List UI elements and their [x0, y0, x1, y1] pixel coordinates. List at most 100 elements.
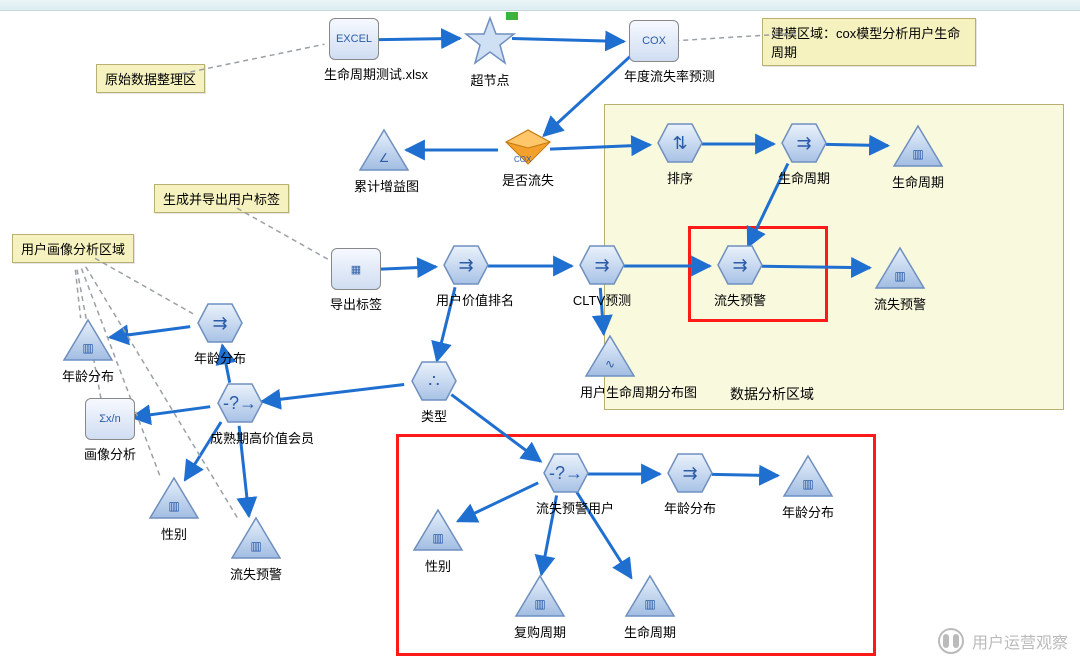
hex-icon: ∴ — [410, 360, 458, 402]
node-life2[interactable]: ▥ 生命周期 — [888, 124, 948, 191]
node-label: 导出标签 — [326, 294, 386, 313]
box-icon: ▦ — [331, 248, 381, 290]
node-lifedist[interactable]: ∿ 用户生命周期分布图 — [580, 334, 640, 401]
note-analysis-area: 数据分析区域 — [730, 384, 814, 404]
node-warn2[interactable]: ▥ 流失预警 — [870, 246, 930, 313]
svg-text:▥: ▥ — [168, 499, 179, 513]
node-label: 成熟期高价值会员 — [210, 428, 270, 447]
node-label: 类型 — [404, 406, 464, 425]
node-label: 流失预警 — [226, 564, 286, 583]
svg-text:∠: ∠ — [379, 151, 390, 165]
box-icon: Σx/n — [85, 398, 135, 440]
note-label: 用户画像分析区域 — [21, 242, 125, 257]
node-label: 流失预警 — [710, 290, 770, 309]
node-sex2[interactable]: ▥ 性别 — [408, 508, 468, 575]
hex-icon: ⇉ — [442, 244, 490, 286]
note-label: 生成并导出用户标签 — [163, 192, 280, 207]
node-age4[interactable]: ▥年龄分布 — [778, 454, 838, 521]
node-label: 流失预警 — [870, 294, 930, 313]
node-rank[interactable]: ⇉ 用户价值排名 — [436, 244, 496, 309]
node-label: 年龄分布 — [58, 366, 118, 385]
node-churn[interactable]: COX 是否流失 — [498, 128, 558, 189]
node-label: 年龄分布 — [660, 498, 720, 517]
svg-text:▥: ▥ — [250, 539, 261, 553]
node-sort[interactable]: ⇅ 排序 — [650, 122, 710, 187]
node-label: 排序 — [650, 168, 710, 187]
svg-text:COX: COX — [514, 155, 532, 164]
hex-icon: ⇉ — [716, 244, 764, 286]
hex-icon: ⇉ — [780, 122, 828, 164]
note-label: 原始数据整理区 — [105, 72, 196, 87]
watermark-text: 用户运营观察 — [972, 629, 1068, 653]
node-export[interactable]: ▦ 导出标签 — [326, 248, 386, 313]
node-life3[interactable]: ▥ 生命周期 — [620, 574, 680, 641]
star-icon — [464, 16, 516, 66]
hex-icon: -?→ — [216, 382, 264, 424]
node-type[interactable]: ∴ 类型 — [404, 360, 464, 425]
watermark: 用户运营观察 — [938, 628, 1068, 654]
wechat-icon — [938, 628, 964, 654]
node-warnusr[interactable]: -?→ 流失预警用户 — [536, 452, 596, 517]
hex-icon: ⇉ — [578, 244, 626, 286]
triangle-icon: ▥ — [620, 574, 680, 618]
triangle-icon: ▥ — [58, 318, 118, 362]
svg-text:▥: ▥ — [432, 531, 443, 545]
node-age3[interactable]: ⇉ 年龄分布 — [660, 452, 720, 517]
node-label: 是否流失 — [498, 170, 558, 189]
note-cox-area: 建模区域：cox模型分析用户生命周期 — [762, 18, 976, 66]
node-cltv[interactable]: ⇉ CLTV预测 — [572, 244, 632, 309]
node-label: 生命周期 — [620, 622, 680, 641]
prism-icon: COX — [504, 128, 552, 166]
node-label: 流失预警用户 — [536, 498, 596, 517]
node-gain[interactable]: ∠累计增益图 — [354, 128, 414, 195]
node-label: 性别 — [408, 556, 468, 575]
svg-text:▥: ▥ — [912, 147, 923, 161]
triangle-icon: ▥ — [226, 516, 286, 560]
svg-text:▥: ▥ — [894, 269, 905, 283]
node-mature[interactable]: -?→ 成熟期高价值会员 — [210, 382, 270, 447]
svg-text:▥: ▥ — [802, 477, 813, 491]
node-coxbox[interactable]: COX 年度流失率预测 — [624, 20, 684, 85]
node-label: 生命周期测试.xlsx — [324, 64, 384, 83]
node-age2[interactable]: ⇉ 年龄分布 — [190, 302, 250, 367]
hex-icon: ⇅ — [656, 122, 704, 164]
node-label: 年度流失率预测 — [624, 66, 684, 85]
node-label: 用户价值排名 — [436, 290, 496, 309]
triangle-icon: ▥ — [888, 124, 948, 168]
hex-icon: -?→ — [542, 452, 590, 494]
node-sex1[interactable]: ▥ 性别 — [144, 476, 204, 543]
node-label: 年龄分布 — [190, 348, 250, 367]
node-rebuy[interactable]: ▥ 复购周期 — [510, 574, 570, 641]
note-label: 建模区域：cox模型分析用户生命周期 — [771, 26, 960, 60]
triangle-icon: ▥ — [408, 508, 468, 552]
node-label: 用户生命周期分布图 — [580, 382, 640, 401]
note-raw-data: 原始数据整理区 — [96, 64, 205, 93]
svg-text:▥: ▥ — [644, 597, 655, 611]
triangle-icon: ▥ — [510, 574, 570, 618]
node-label: 复购周期 — [510, 622, 570, 641]
box-icon: COX — [629, 20, 679, 62]
node-label: 生命周期 — [774, 168, 834, 187]
node-warn3[interactable]: ▥ 流失预警 — [226, 516, 286, 583]
note-export-tags: 生成并导出用户标签 — [154, 184, 289, 213]
svg-text:∿: ∿ — [605, 357, 615, 371]
triangle-icon: ▥ — [778, 454, 838, 498]
node-warn[interactable]: ⇉ 流失预警 — [710, 244, 770, 309]
node-label: 超节点 — [460, 70, 520, 89]
hex-icon: ⇉ — [666, 452, 714, 494]
hex-icon: ⇉ — [196, 302, 244, 344]
note-portrait-area: 用户画像分析区域 — [12, 234, 134, 263]
triangle-icon: ▥ — [144, 476, 204, 520]
triangle-icon: ∠ — [354, 128, 414, 172]
node-sigma[interactable]: Σx/n 画像分析 — [80, 398, 140, 463]
node-label: 生命周期 — [888, 172, 948, 191]
node-label: CLTV预测 — [572, 290, 632, 309]
triangle-icon: ∿ — [580, 334, 640, 378]
node-label: 画像分析 — [80, 444, 140, 463]
node-star[interactable]: 超节点 — [460, 16, 520, 89]
svg-text:▥: ▥ — [82, 341, 93, 355]
node-excel[interactable]: EXCEL生命周期测试.xlsx — [324, 18, 384, 83]
node-age1[interactable]: ▥ 年龄分布 — [58, 318, 118, 385]
node-label: 性别 — [144, 524, 204, 543]
node-life1[interactable]: ⇉ 生命周期 — [774, 122, 834, 187]
